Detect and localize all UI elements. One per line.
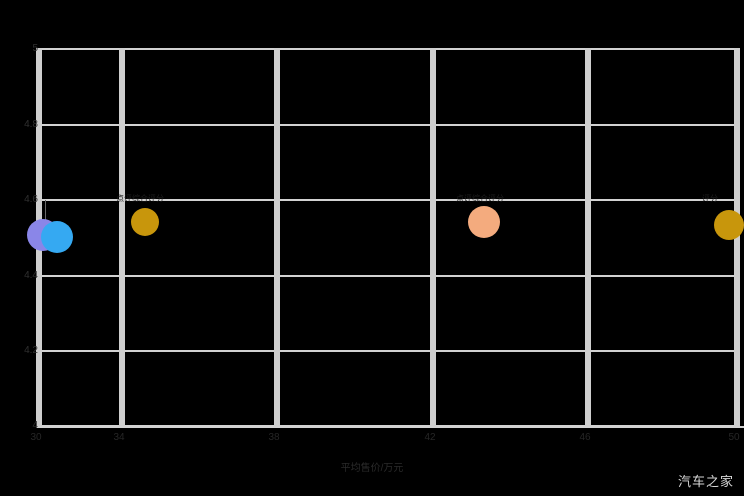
gridline-vertical-38 [274, 48, 280, 426]
x-tick-label-0: 30 [30, 432, 42, 443]
gridline-vertical-42 [430, 48, 436, 426]
bubble-point-3[interactable] [131, 208, 159, 236]
x-tick-label-3: 42 [424, 432, 436, 443]
bubble-point-4[interactable] [468, 206, 500, 238]
point-annotation-1: 点评综合评分 [116, 194, 164, 203]
x-tick-label-2: 38 [268, 432, 280, 443]
gridline-vertical-46 [585, 48, 591, 426]
point-annotation-2: 点评综合评分 [456, 194, 504, 203]
x-axis-line [36, 426, 744, 428]
y-tick-label-1: 4.8 [24, 119, 38, 130]
plot-area: 点评综合评分 点评综合评分 评分 [27, 48, 744, 427]
x-tick-label-4: 46 [579, 432, 591, 443]
leader-line-blue-cluster [45, 200, 46, 228]
gridline-horizontal-4-8 [36, 124, 740, 126]
gridline-horizontal-4-6 [36, 199, 740, 201]
point-annotation-3: 评分 [702, 194, 718, 203]
x-axis-title: 平均售价/万元 [340, 463, 404, 474]
y-tick-label-3: 4.4 [24, 270, 38, 281]
gridline-horizontal-4-2 [36, 350, 740, 352]
y-tick-label-5: 4 [32, 420, 38, 431]
y-tick-label-2: 4.6 [24, 194, 38, 205]
gridline-vertical-34 [119, 48, 125, 426]
x-tick-label-5: 50 [728, 432, 740, 443]
y-tick-label-4: 4.2 [24, 345, 38, 356]
watermark-autohome: 汽车之家 [677, 475, 734, 490]
gridline-horizontal-4-4 [36, 275, 740, 277]
y-tick-label-0: 5 [32, 43, 38, 54]
x-tick-label-1: 34 [113, 432, 125, 443]
bubble-point-5[interactable] [714, 210, 744, 240]
bubble-point-2[interactable] [41, 221, 73, 253]
gridline-horizontal-5 [36, 48, 740, 50]
